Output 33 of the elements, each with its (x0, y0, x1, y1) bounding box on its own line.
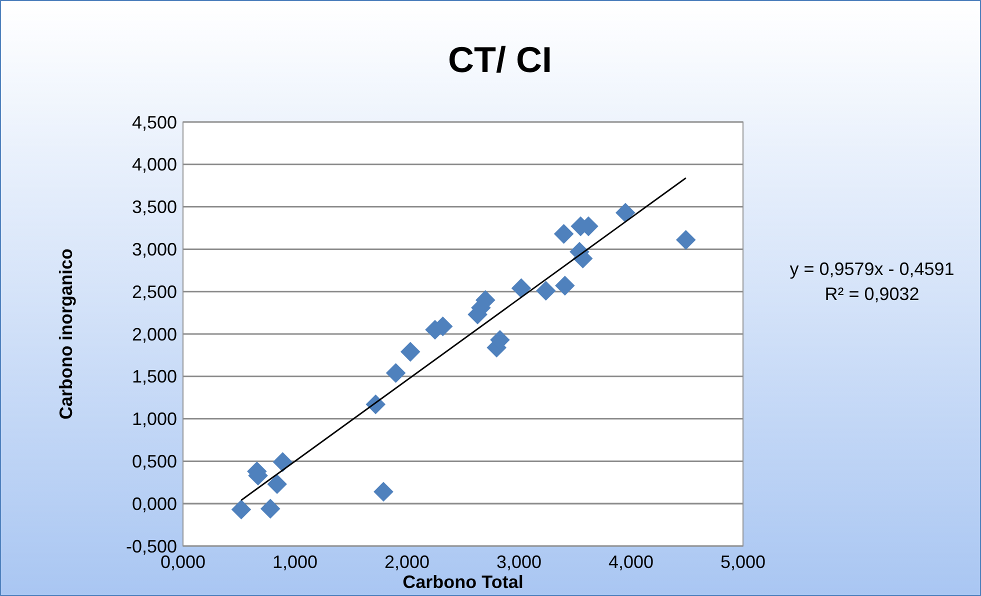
text: y = 0,9579x - 0,4591 (790, 259, 954, 279)
y-tick-label: 2,000 (132, 324, 177, 344)
point (374, 482, 394, 502)
text: R² = 0,9032 (824, 284, 920, 304)
x-axis-title: Carbono Total (402, 572, 524, 592)
y-tick-label: 4,500 (132, 112, 177, 132)
point (272, 452, 293, 472)
y-tick-label: 3,500 (132, 197, 177, 218)
point (511, 278, 532, 298)
y-tick-label: 0,000 (132, 494, 177, 514)
y-tick-label: 3,000 (132, 240, 177, 260)
x-tick-label: 3,000 (496, 552, 542, 572)
chart-title: CT/ CI (448, 39, 552, 80)
point (231, 500, 252, 520)
point (536, 280, 556, 301)
x-tick-label: 2,000 (384, 552, 430, 572)
x-tick-label: 4,000 (608, 552, 654, 572)
y-tick-label: 1,000 (132, 409, 177, 430)
point (260, 498, 280, 519)
y-tick-label: 0,500 (132, 452, 177, 472)
point (400, 342, 420, 362)
y-axis-title: Carbono inorganico (56, 248, 76, 420)
y-tick-label: 1,500 (132, 366, 177, 387)
x-tick-label: 5,000 (720, 552, 766, 572)
point (616, 202, 636, 223)
point (267, 474, 287, 494)
point (676, 230, 696, 250)
point (555, 276, 575, 296)
x-tick-label: 1,000 (272, 552, 318, 572)
point (554, 224, 574, 244)
point (386, 363, 406, 383)
y-tick-label: 4,000 (132, 154, 177, 175)
y-tick-label: 2,500 (132, 282, 177, 302)
